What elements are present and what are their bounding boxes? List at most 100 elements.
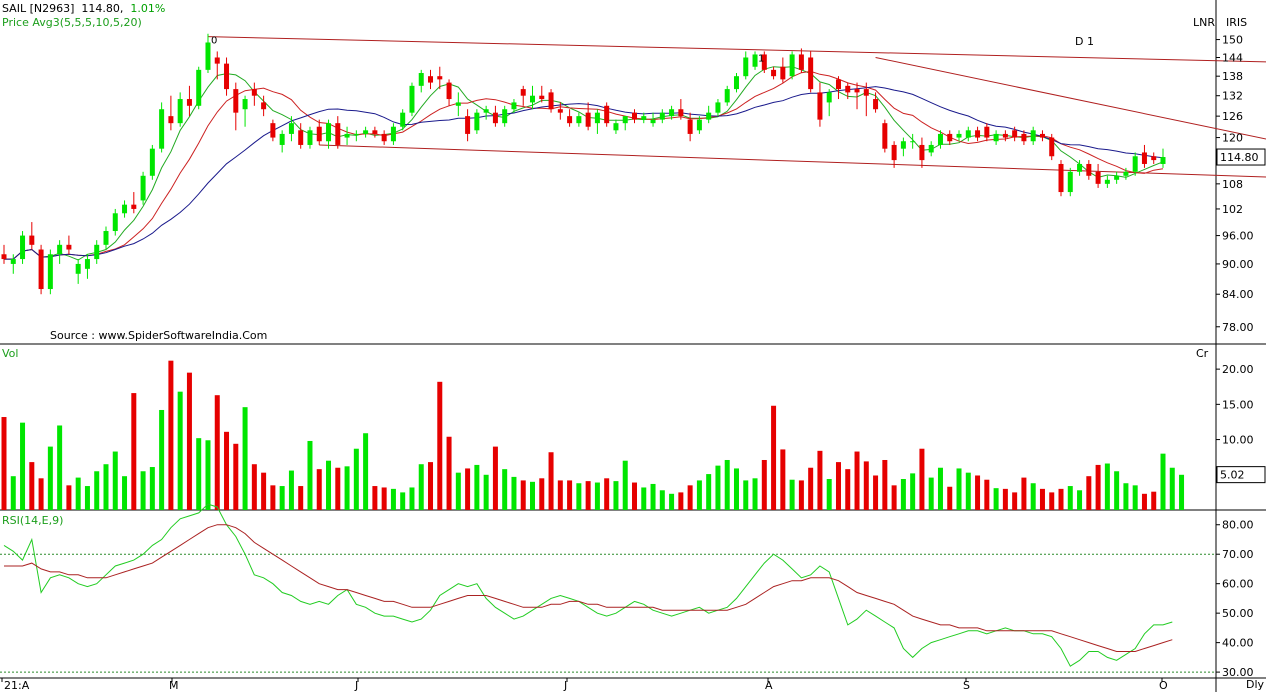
candle-body — [1067, 171, 1073, 193]
last-price: 114.80 — [81, 2, 120, 15]
candle — [780, 57, 786, 83]
volume-bar — [242, 407, 248, 510]
candle — [789, 51, 795, 80]
volume-bar — [530, 481, 536, 510]
candle-body — [29, 235, 35, 245]
candle-body — [863, 89, 869, 96]
volume-bar — [381, 487, 387, 510]
volume-bar — [1012, 492, 1018, 510]
volume-bar — [845, 469, 851, 510]
volume-bar — [910, 473, 916, 510]
candle-body — [1086, 163, 1092, 176]
candle-body — [585, 112, 591, 127]
candle — [400, 109, 406, 131]
volume-bar — [687, 485, 693, 510]
volume-bar — [298, 486, 304, 510]
candle — [613, 119, 619, 134]
candle — [956, 130, 962, 142]
price-last-value-box — [1216, 148, 1266, 166]
volume-bar — [548, 452, 554, 510]
candle — [696, 116, 702, 134]
volume-bar — [316, 469, 322, 510]
candle — [548, 89, 554, 113]
candle-body — [94, 244, 100, 260]
volume-bar — [502, 469, 508, 510]
candle — [882, 119, 888, 153]
price-annotation: 1 — [758, 53, 764, 64]
rsi-tick-label: 30.00 — [1222, 666, 1254, 679]
candle-body — [483, 109, 489, 113]
candle-body — [10, 259, 16, 264]
candle — [205, 33, 211, 74]
volume-bar — [622, 460, 628, 510]
time-tick-label: O — [1159, 679, 1168, 692]
candle-body — [576, 116, 582, 124]
candle — [919, 137, 925, 168]
candle — [316, 119, 322, 145]
candle-body — [724, 89, 730, 103]
candle — [196, 66, 202, 110]
volume-bar — [743, 480, 749, 510]
volume-bar — [780, 449, 786, 510]
volume-bar — [873, 475, 879, 510]
price-tick-label: 126 — [1222, 110, 1243, 123]
candle — [437, 66, 443, 90]
candle-body — [112, 213, 118, 232]
candle-body — [984, 126, 990, 138]
candle — [928, 141, 934, 157]
candle-body — [928, 144, 934, 153]
volume-bar — [1151, 491, 1157, 510]
moving-average-10 — [4, 70, 1164, 260]
candle — [835, 76, 841, 100]
candle — [149, 144, 155, 180]
candle — [817, 82, 823, 127]
candle-body — [641, 116, 647, 120]
change-percent: 1.01% — [130, 2, 166, 15]
candle — [891, 141, 897, 168]
candle — [381, 130, 387, 145]
volume-bar — [437, 381, 443, 510]
volume-bar — [928, 477, 934, 510]
volume-bar — [168, 360, 174, 510]
candle — [659, 109, 665, 124]
candle — [1086, 160, 1092, 180]
candle — [279, 130, 285, 153]
rsi-tick-label: 70.00 — [1222, 548, 1254, 561]
candle-body — [733, 76, 739, 90]
candle-body — [446, 82, 452, 100]
volume-bar — [288, 470, 294, 510]
price-tick-label: 132 — [1222, 90, 1243, 103]
candle — [112, 208, 118, 236]
price-candles: 01 — [1, 33, 1166, 295]
candle — [75, 259, 81, 284]
source-label: Source : www.SpiderSoftwareIndia.Com — [50, 329, 268, 342]
volume-bar — [1179, 474, 1185, 510]
candle — [687, 112, 693, 142]
candle — [761, 51, 767, 74]
candle — [298, 123, 304, 149]
candle-body — [214, 57, 220, 64]
candle-body — [919, 144, 925, 161]
candle-body — [455, 102, 461, 106]
candle — [1141, 144, 1147, 168]
candle — [390, 123, 396, 145]
volume-bar — [29, 462, 35, 510]
candle-body — [251, 89, 257, 96]
volume-tick-label: 10.00 — [1222, 434, 1254, 447]
candle — [594, 109, 600, 134]
price-tick-label: 150 — [1222, 34, 1243, 47]
axis-ticks: 15014413813212612011410810296.0090.0084.… — [1, 34, 1266, 692]
candle — [1058, 160, 1064, 197]
volume-bar — [724, 459, 730, 510]
candle-body — [316, 126, 322, 142]
candle — [1095, 163, 1101, 188]
volume-bar — [261, 472, 267, 510]
volume-bar — [678, 492, 684, 510]
volume-bar — [631, 482, 637, 510]
volume-bar — [1067, 486, 1073, 510]
volume-bar — [390, 488, 396, 510]
candle — [455, 92, 461, 117]
volume-bar — [131, 393, 137, 510]
volume-bar — [789, 479, 795, 510]
volume-bar — [372, 486, 378, 510]
